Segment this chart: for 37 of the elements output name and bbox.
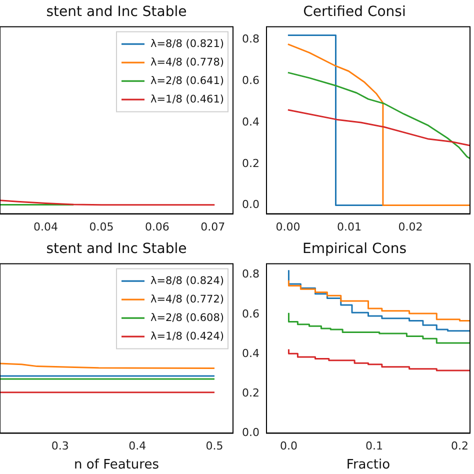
chart-title: Empirical Cons <box>302 241 407 258</box>
y-tick-label: 0.2 <box>242 386 260 400</box>
x-axis-title: n of Features <box>74 458 160 473</box>
y-tick-label: 0.0 <box>242 426 260 440</box>
legend-label: λ=1/8 (0.424) <box>150 330 224 342</box>
x-tick-label: 0.01 <box>336 220 362 234</box>
legend-label: λ=2/8 (0.608) <box>150 312 224 324</box>
x-axis-title: Fractio <box>346 458 390 473</box>
legend-label: λ=4/8 (0.778) <box>150 56 224 68</box>
x-tick-label: 0.07 <box>200 220 226 234</box>
legend-label: λ=2/8 (0.641) <box>150 74 224 87</box>
legend-label: λ=8/8 (0.824) <box>150 274 224 287</box>
x-tick-label: 0.0 <box>280 440 298 453</box>
y-tick-label: 0.4 <box>242 115 260 128</box>
x-tick-label: 0.5 <box>206 440 224 453</box>
x-tick-label: 0.4 <box>128 440 146 453</box>
x-tick-label: 0.3 <box>51 440 69 453</box>
x-tick-label: 0.05 <box>89 220 114 234</box>
x-tick-label: 0.00 <box>276 220 300 234</box>
y-tick-label: 0.0 <box>242 198 260 212</box>
x-tick-label: 0.06 <box>144 220 170 234</box>
y-tick-label: 0.2 <box>242 156 260 170</box>
legend-label: λ=8/8 (0.821) <box>150 38 224 50</box>
y-tick-label: 0.6 <box>242 74 260 87</box>
chart-title: stent and Inc Stable <box>46 4 187 20</box>
y-tick-label: 0.8 <box>242 268 260 281</box>
x-tick-label: 0.04 <box>33 220 58 234</box>
legend-label: λ=4/8 (0.772) <box>150 293 224 306</box>
x-tick-label: 0.02 <box>398 220 423 234</box>
x-tick-label: 0.1 <box>365 440 383 453</box>
y-tick-label: 0.8 <box>242 32 260 46</box>
legend-label: λ=1/8 (0.461) <box>150 93 224 106</box>
y-tick-label: 0.4 <box>242 346 260 360</box>
x-tick-label: 0.2 <box>450 440 468 453</box>
y-tick-label: 0.6 <box>242 307 260 320</box>
chart-title: Certified Consi <box>303 4 406 20</box>
chart-title: stent and Inc Stable <box>46 241 187 258</box>
